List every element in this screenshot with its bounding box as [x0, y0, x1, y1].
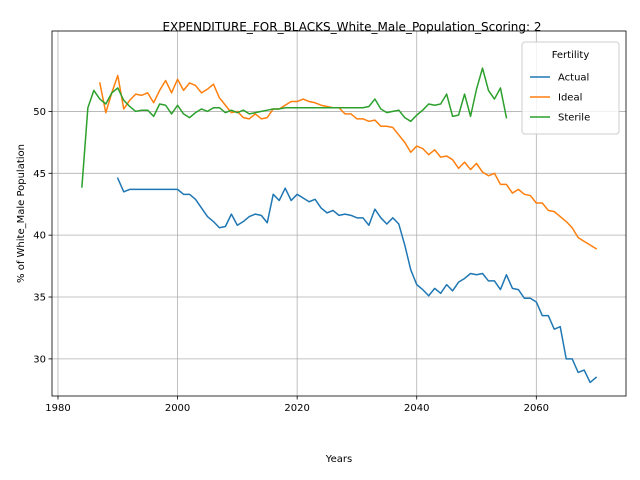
- series-line-sterile: [81, 67, 508, 188]
- plot-frame: [51, 30, 627, 397]
- y-tick-label: 40: [33, 231, 46, 242]
- legend-entries: Actual Ideal Sterile: [530, 73, 590, 124]
- legend-label-sterile: Sterile: [558, 113, 590, 124]
- x-axis-title: Years: [325, 454, 352, 465]
- x-tick-label: 2020: [284, 403, 309, 414]
- y-tick-label: 45: [33, 169, 46, 180]
- series-line-ideal: [98, 74, 598, 250]
- chart-title: EXPENDITURE_FOR_BLACKS_White_Male_Popula…: [162, 20, 541, 34]
- y-tick-label: 35: [33, 293, 46, 304]
- plot-series: [81, 67, 598, 384]
- x-tick-label: 2060: [524, 403, 549, 414]
- legend-label-actual: Actual: [558, 73, 589, 84]
- legend-label-ideal: Ideal: [558, 93, 582, 104]
- y-tick-label: 30: [33, 354, 46, 365]
- x-tick-label: 2000: [165, 403, 190, 414]
- legend-title: Fertility: [552, 50, 590, 61]
- axis-ticks: 1980 2000 2020 2040 2060 30 35 40 45 50: [33, 107, 549, 414]
- y-axis-title: % of White_Male Population: [16, 144, 27, 283]
- x-tick-label: 1980: [45, 403, 70, 414]
- y-tick-label: 50: [33, 107, 46, 118]
- series-line-actual: [116, 177, 598, 384]
- legend-box: [521, 41, 620, 135]
- legend: Fertility Actual Ideal Sterile: [521, 41, 620, 135]
- x-tick-label: 2040: [404, 403, 429, 414]
